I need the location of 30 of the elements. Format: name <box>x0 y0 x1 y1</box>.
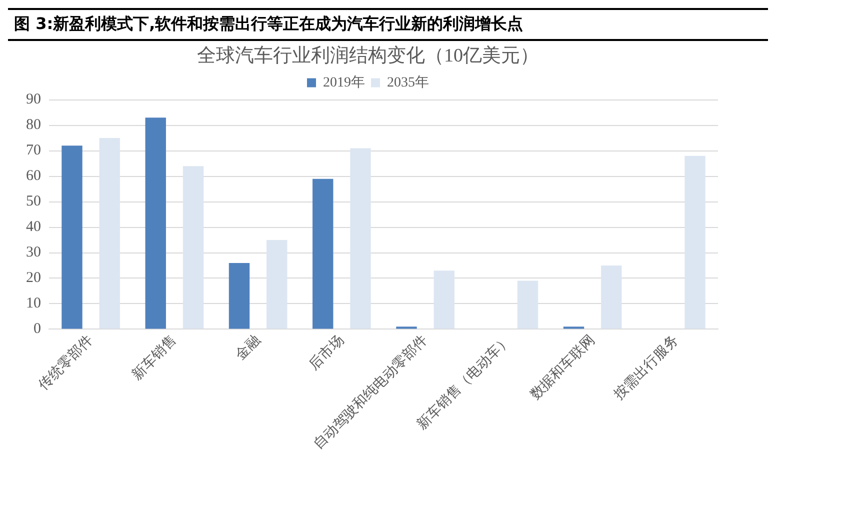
bar <box>434 270 454 329</box>
y-tick-label: 70 <box>26 142 41 159</box>
y-tick-label: 40 <box>26 219 41 236</box>
bar <box>145 118 166 329</box>
legend-label: 2035年 <box>387 74 429 90</box>
y-tick-label: 50 <box>26 194 41 210</box>
bar <box>601 265 622 329</box>
bar <box>228 262 250 329</box>
y-tick-label: 30 <box>26 244 41 261</box>
x-tick-label: 后市场 <box>306 332 348 374</box>
bar <box>99 138 120 329</box>
y-tick-label: 20 <box>26 270 41 286</box>
bar <box>182 166 204 329</box>
y-tick-label: 60 <box>26 168 41 184</box>
bar <box>266 240 288 329</box>
x-tick-label: 金融 <box>232 332 264 364</box>
chart-subtitle: 全球汽车行业利润结构变化（10亿美元） <box>197 44 539 66</box>
legend-label: 2019年 <box>323 74 365 90</box>
bar <box>350 148 371 329</box>
bar <box>517 280 538 329</box>
x-tick-label: 数据和车联网 <box>527 332 598 403</box>
chart-title: 图 3:新盈利模式下,软件和按需出行等正在成为汽车行业新的利润增长点 <box>8 8 768 41</box>
bar <box>684 156 706 329</box>
x-tick-label: 按需出行服务 <box>610 332 682 403</box>
bar <box>312 178 334 329</box>
y-tick-label: 90 <box>26 92 41 108</box>
x-tick-label: 新车销售 <box>128 332 180 384</box>
y-tick-label: 10 <box>26 296 41 312</box>
y-tick-label: 80 <box>26 117 41 134</box>
bar <box>62 146 82 329</box>
